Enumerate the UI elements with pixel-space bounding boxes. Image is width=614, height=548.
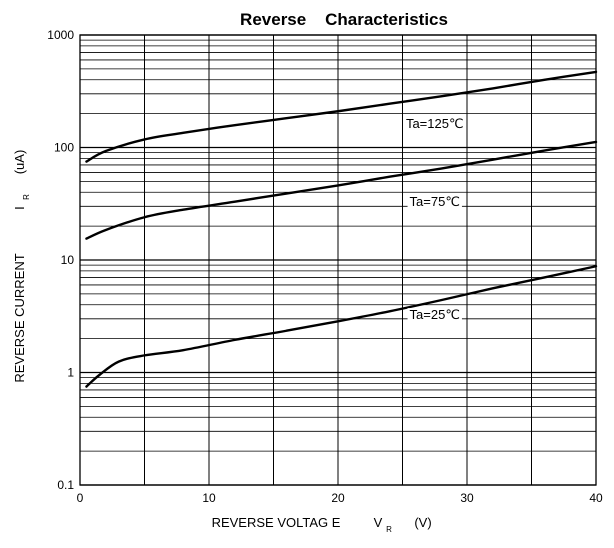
y-tick-label: 1000	[47, 28, 74, 42]
x-tick-label: 10	[202, 491, 216, 505]
annotation-layer: Ta=125℃ Ta=75℃ Ta=25℃	[403, 116, 466, 322]
series-line-1	[85, 140, 598, 240]
x-axis-label-main: REVERSE VOLTAG E	[212, 515, 341, 530]
curve-label-background	[407, 308, 462, 322]
curve-label-0: Ta=125℃	[403, 116, 466, 131]
chart-title: Reverse Characteristics	[240, 10, 448, 29]
y-axis-label-unit: (uA)	[12, 150, 27, 175]
x-tick-label: 30	[460, 491, 474, 505]
y-axis-label: REVERSE CURRENT I R (uA)	[12, 150, 31, 383]
series-layer	[85, 70, 598, 388]
y-tick-label: 0.1	[57, 478, 74, 492]
x-axis-label: REVERSE VOLTAG E V R (V)	[212, 515, 432, 534]
curve-label-text: Ta=75℃	[410, 194, 460, 209]
y-axis-label-subscript: R	[22, 194, 31, 200]
curve-label-background	[407, 194, 462, 208]
series-line-0	[85, 70, 598, 163]
plot-frame	[79, 34, 597, 486]
y-axis-label-symbol: I	[12, 206, 27, 210]
y-axis-label-main: REVERSE CURRENT	[12, 253, 27, 382]
y-tick-label: 10	[61, 253, 75, 267]
y-tick-label: 1	[67, 366, 74, 380]
x-tick-label: 0	[77, 491, 84, 505]
x-axis-label-symbol: V	[374, 515, 383, 530]
curve-label-2: Ta=25℃	[407, 307, 462, 322]
x-axis-label-subscript: R	[386, 525, 392, 534]
tick-layer: 0 10 20 30 40 0.1 1 10 100 1000	[47, 28, 603, 505]
x-tick-label: 40	[589, 491, 603, 505]
x-tick-label: 20	[331, 491, 345, 505]
grid-layer	[79, 34, 597, 486]
x-axis-label-unit: (V)	[414, 515, 431, 530]
curve-label-text: Ta=125℃	[406, 116, 464, 131]
y-tick-label: 100	[54, 141, 74, 155]
curve-label-1: Ta=75℃	[407, 194, 462, 209]
curve-label-text: Ta=25℃	[410, 307, 460, 322]
curve-label-background	[403, 116, 466, 130]
series-line-2	[85, 265, 598, 388]
